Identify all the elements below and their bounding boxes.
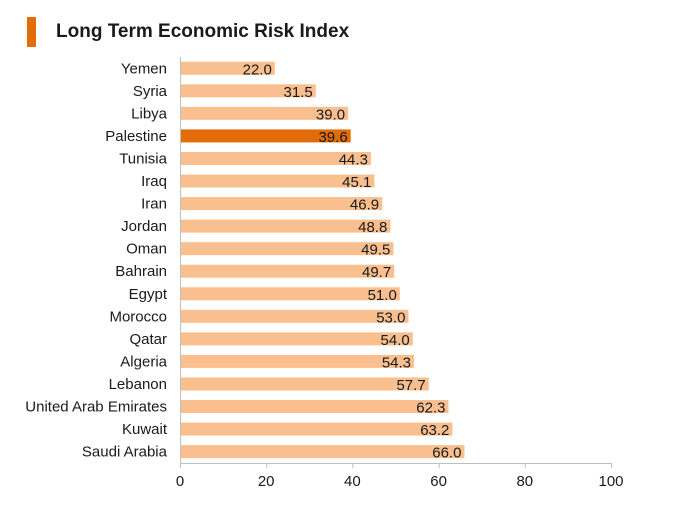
category-label: Saudi Arabia xyxy=(82,444,168,461)
category-label: Qatar xyxy=(129,331,167,348)
category-label: Palestine xyxy=(105,128,167,145)
category-label: Tunisia xyxy=(119,150,167,167)
category-label: Lebanon xyxy=(109,376,167,393)
category-label: Iraq xyxy=(141,173,167,190)
value-label: 62.3 xyxy=(416,400,445,417)
bar xyxy=(181,106,349,120)
bar xyxy=(181,400,449,414)
category-label: Kuwait xyxy=(122,421,168,438)
bar xyxy=(181,242,394,256)
title-marker xyxy=(27,17,36,47)
value-label: 39.6 xyxy=(318,129,347,146)
value-label: 49.7 xyxy=(362,264,391,281)
x-tick-label: 100 xyxy=(598,473,623,490)
category-label: Libya xyxy=(131,105,168,122)
value-label: 39.0 xyxy=(316,106,345,123)
bar xyxy=(181,174,375,188)
value-label: 51.0 xyxy=(368,287,397,304)
value-label: 46.9 xyxy=(350,197,379,214)
category-label: Algeria xyxy=(120,353,167,370)
bar xyxy=(181,264,395,278)
bar xyxy=(181,332,413,346)
bar xyxy=(181,377,429,391)
bar xyxy=(181,84,316,98)
bar xyxy=(181,197,383,211)
category-label: Syria xyxy=(133,83,168,100)
bar xyxy=(181,354,415,368)
category-label: Iran xyxy=(141,196,167,213)
value-label: 22.0 xyxy=(243,61,272,78)
x-tick-label: 20 xyxy=(258,473,275,490)
category-label: Oman xyxy=(126,241,167,258)
x-tick-label: 0 xyxy=(176,473,184,490)
value-label: 48.8 xyxy=(358,219,387,236)
value-label: 54.0 xyxy=(381,332,410,349)
category-label: United Arab Emirates xyxy=(25,399,167,416)
value-label: 57.7 xyxy=(396,377,425,394)
bar xyxy=(181,309,409,323)
value-label: 66.0 xyxy=(432,445,461,462)
value-label: 45.1 xyxy=(342,174,371,191)
value-label: 31.5 xyxy=(284,84,313,101)
category-label: Bahrain xyxy=(115,263,167,280)
category-label: Jordan xyxy=(121,218,167,235)
category-label: Egypt xyxy=(129,286,168,303)
x-tick-label: 40 xyxy=(344,473,361,490)
category-label: Morocco xyxy=(109,308,167,325)
bar xyxy=(181,61,275,75)
value-label: 44.3 xyxy=(339,151,368,168)
x-tick-label: 60 xyxy=(430,473,447,490)
chart-title: Long Term Economic Risk Index xyxy=(56,21,350,42)
value-label: 53.0 xyxy=(376,309,405,326)
value-label: 49.5 xyxy=(361,242,390,259)
bar xyxy=(181,422,453,436)
bar xyxy=(181,219,391,233)
bar xyxy=(181,445,465,459)
value-label: 54.3 xyxy=(382,354,411,371)
bar xyxy=(181,151,371,165)
bar xyxy=(181,129,351,143)
x-tick-label: 80 xyxy=(516,473,533,490)
category-label: Yemen xyxy=(121,60,167,77)
value-label: 63.2 xyxy=(420,422,449,439)
bar xyxy=(181,287,400,301)
